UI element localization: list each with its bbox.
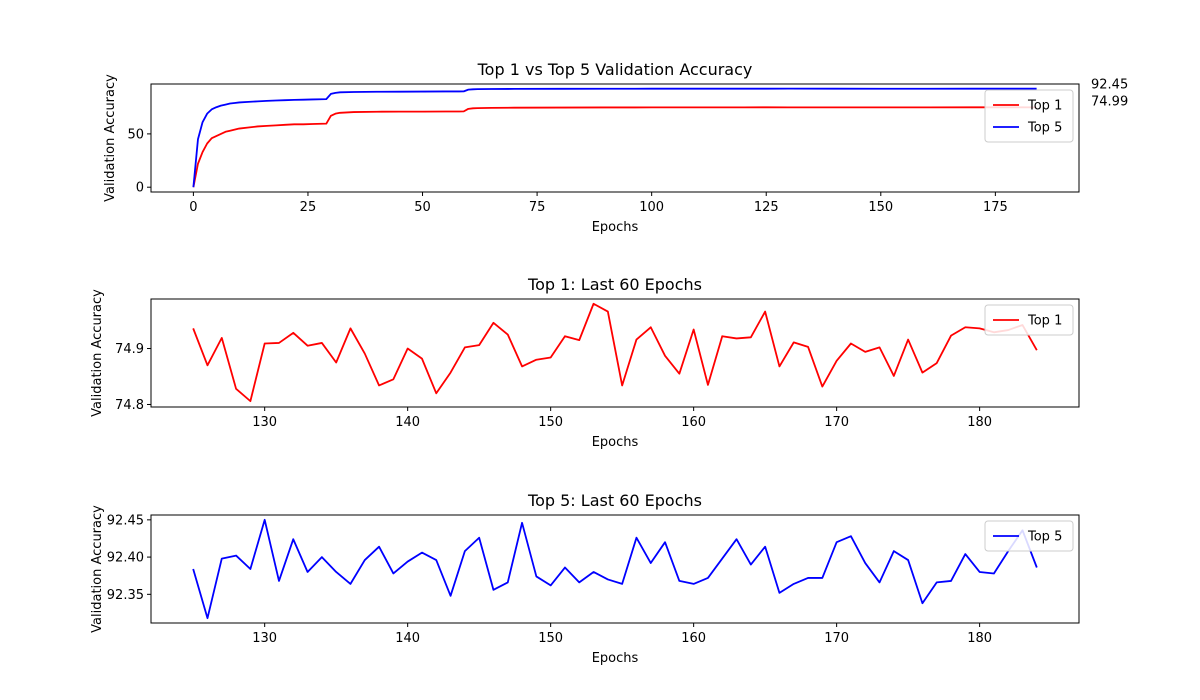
x-tick-label: 75 <box>529 200 546 215</box>
plot-area-frame <box>150 514 1080 624</box>
x-tick-label: 0 <box>189 200 197 215</box>
legend: Top 1 Top 5 <box>984 89 1074 143</box>
x-tick-label: 140 <box>395 415 420 430</box>
legend: Top 5 <box>984 520 1074 552</box>
y-tick-label: 0 <box>136 181 144 196</box>
y-axis-label: Validation Accuracy <box>90 289 105 417</box>
legend: Top 1 <box>984 304 1074 336</box>
series-line-top-5 <box>192 518 1038 620</box>
y-tick-label: 92.40 <box>107 551 144 566</box>
x-tick-label: 170 <box>824 415 849 430</box>
value-annotation: 74.99 <box>1091 95 1128 110</box>
legend-box <box>984 520 1074 552</box>
legend-box <box>984 304 1074 336</box>
x-axis-label: Epochs <box>592 220 639 235</box>
legend-box <box>984 89 1074 143</box>
x-tick-label: 50 <box>414 200 431 215</box>
subplot-title: Top 1: Last 60 Epochs <box>527 275 702 294</box>
y-tick-label: 92.45 <box>107 513 144 528</box>
x-tick-label: 160 <box>681 415 706 430</box>
y-tick-label: 74.8 <box>115 398 144 413</box>
y-tick-label: 50 <box>127 127 144 142</box>
x-tick-label: 130 <box>252 415 277 430</box>
subplot-title: Top 1 vs Top 5 Validation Accuracy <box>477 60 753 79</box>
legend-label: Top 5 <box>1027 121 1062 136</box>
x-axis-label: Epochs <box>592 435 639 450</box>
series-line-top-1 <box>192 302 1038 403</box>
x-tick-label: 100 <box>639 200 664 215</box>
value-annotation: 92.45 <box>1091 78 1128 93</box>
x-tick-label: 130 <box>252 631 277 646</box>
plot-area-frame <box>150 83 1080 193</box>
series-line-top-5 <box>192 87 1037 188</box>
series-line-top-1 <box>192 106 1037 188</box>
legend-label: Top 1 <box>1027 99 1062 114</box>
x-tick-label: 175 <box>983 200 1008 215</box>
subplot-title: Top 5: Last 60 Epochs <box>527 491 702 510</box>
legend-label: Top 1 <box>1027 314 1062 329</box>
x-tick-label: 150 <box>868 200 893 215</box>
x-tick-label: 160 <box>681 631 706 646</box>
subplot-1: Top 1 vs Top 5 Validation Accuracy 0 25 50 7… <box>103 60 1128 235</box>
x-axis-label: Epochs <box>592 651 639 666</box>
y-axis-label: Validation Accuracy <box>90 505 105 633</box>
subplot-3: Top 5: Last 60 Epochs 130 140 150 160 170 180 9… <box>90 491 1080 666</box>
plot-area-frame <box>150 298 1080 408</box>
x-tick-label: 125 <box>754 200 779 215</box>
subplot-2: Top 1: Last 60 Epochs 130 140 150 160 170 180 7… <box>90 275 1080 450</box>
x-tick-label: 25 <box>300 200 317 215</box>
x-tick-label: 180 <box>967 415 992 430</box>
x-tick-label: 170 <box>824 631 849 646</box>
x-tick-label: 150 <box>538 631 563 646</box>
y-axis-label: Validation Accuracy <box>103 74 118 202</box>
x-tick-label: 140 <box>395 631 420 646</box>
y-tick-label: 92.35 <box>107 588 144 603</box>
y-tick-label: 74.9 <box>115 342 144 357</box>
x-tick-label: 150 <box>538 415 563 430</box>
x-tick-label: 180 <box>967 631 992 646</box>
legend-label: Top 5 <box>1027 530 1062 545</box>
